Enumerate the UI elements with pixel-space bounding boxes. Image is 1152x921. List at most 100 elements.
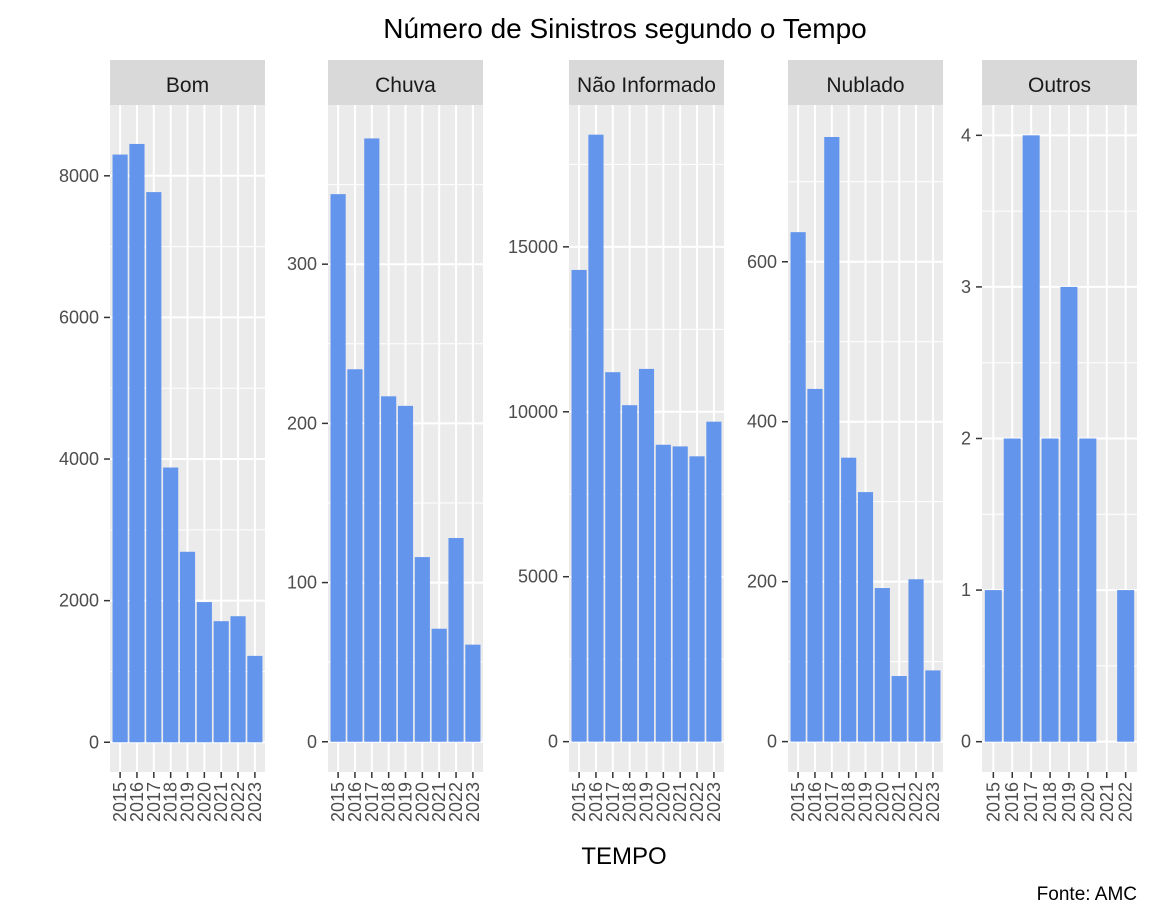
bar-nao-informado-2016 bbox=[588, 134, 604, 742]
bar-chuva-2017 bbox=[364, 138, 380, 742]
bar-chuva-2015 bbox=[330, 194, 346, 742]
bar-bom-2019 bbox=[179, 551, 196, 743]
x-tick-label: 2023 bbox=[463, 782, 483, 822]
bar-nao-informado-2021 bbox=[672, 446, 688, 742]
y-tick-label: 0 bbox=[548, 732, 558, 752]
strip-label-bom: Bom bbox=[166, 74, 209, 97]
bar-nao-informado-2018 bbox=[622, 405, 638, 742]
x-tick-label: 2018 bbox=[620, 782, 640, 822]
bar-nublado-2017 bbox=[824, 136, 840, 742]
bar-nublado-2015 bbox=[790, 232, 806, 742]
y-tick-label: 2 bbox=[961, 429, 971, 449]
x-tick-label: 2020 bbox=[412, 782, 432, 822]
strip-label-outros: Outros bbox=[1028, 74, 1091, 97]
bar-nublado-2021 bbox=[891, 676, 907, 742]
strip-label-nao-informado: Não Informado bbox=[577, 74, 716, 97]
bar-nao-informado-2017 bbox=[605, 372, 621, 742]
y-tick-label: 200 bbox=[287, 413, 317, 433]
bar-outros-2017 bbox=[1022, 135, 1040, 742]
strip-label-chuva: Chuva bbox=[375, 74, 436, 97]
bar-outros-2015 bbox=[984, 590, 1002, 742]
x-tick-label: 2017 bbox=[822, 782, 842, 822]
bar-nao-informado-2020 bbox=[655, 444, 671, 742]
x-tick-label: 2015 bbox=[569, 782, 589, 822]
y-tick-label: 5000 bbox=[518, 567, 558, 587]
y-tick-label: 2000 bbox=[59, 591, 99, 611]
strip-nao-informado bbox=[569, 60, 724, 105]
bar-chuva-2020 bbox=[414, 557, 430, 742]
y-tick-label: 8000 bbox=[59, 166, 99, 186]
bar-bom-2018 bbox=[163, 467, 179, 743]
facet-outros: Outros 0 1 2 3 4 20152016201720182019202020212… bbox=[961, 60, 1137, 822]
bar-chuva-2021 bbox=[431, 628, 447, 742]
bar-bom-2016 bbox=[129, 143, 145, 743]
x-tick-label: 2017 bbox=[603, 782, 623, 822]
facet-nublado: Nublado020040060020152016201720182019202… bbox=[747, 60, 943, 822]
y-tick-label: 0 bbox=[961, 732, 971, 752]
x-axis-title: TEMPO bbox=[581, 843, 666, 870]
x-tick-label: 2018 bbox=[161, 782, 181, 822]
y-tick-label: 400 bbox=[747, 412, 777, 432]
y-tick-label: 200 bbox=[747, 572, 777, 592]
bar-nao-informado-2015 bbox=[571, 269, 587, 742]
x-tick-label: 2017 bbox=[362, 782, 382, 822]
y-tick-label: 1 bbox=[961, 580, 971, 600]
x-tick-label: 2016 bbox=[345, 782, 365, 822]
x-tick-label: 2019 bbox=[1059, 782, 1079, 822]
x-tick-label: 2019 bbox=[856, 782, 876, 822]
bar-nublado-2019 bbox=[857, 492, 874, 742]
bar-nao-informado-2019 bbox=[638, 368, 655, 742]
y-tick-label: 600 bbox=[747, 252, 777, 272]
x-tick-label: 2015 bbox=[328, 782, 348, 822]
chart-title: Número de Sinistros segundo o Tempo bbox=[383, 13, 867, 44]
strip-nublado bbox=[788, 60, 943, 105]
bar-bom-2022 bbox=[230, 616, 246, 743]
x-tick-label: 2015 bbox=[788, 782, 808, 822]
caption: Fonte: AMC bbox=[1037, 884, 1137, 905]
bar-nublado-2016 bbox=[807, 388, 823, 742]
x-tick-label: 2018 bbox=[1040, 782, 1060, 822]
bar-outros-2022 bbox=[1117, 590, 1135, 742]
bar-outros-2016 bbox=[1003, 438, 1021, 742]
facet-nao-informado: Não Informado 0 5000 10000 15000 201520162017… bbox=[508, 60, 724, 822]
x-tick-label: 2022 bbox=[687, 782, 707, 822]
bar-nublado-2022 bbox=[908, 579, 924, 742]
strip-chuva bbox=[328, 60, 483, 105]
bar-nublado-2023 bbox=[925, 670, 941, 742]
facets: Bom0200040006000800020152016201720182019… bbox=[59, 60, 1137, 822]
bar-nublado-2018 bbox=[841, 457, 857, 742]
y-tick-label: 100 bbox=[287, 573, 317, 593]
bar-nao-informado-2022 bbox=[689, 456, 705, 742]
x-tick-label: 2018 bbox=[379, 782, 399, 822]
x-tick-label: 2021 bbox=[889, 782, 909, 822]
bar-nublado-2020 bbox=[874, 588, 890, 742]
x-tick-label: 2021 bbox=[670, 782, 690, 822]
y-tick-label: 4000 bbox=[59, 449, 99, 469]
facet-chuva: Chuva01002003002015201620172018201920202… bbox=[287, 60, 483, 822]
x-tick-label: 2015 bbox=[110, 782, 130, 822]
bar-chuva-2016 bbox=[347, 369, 363, 742]
bar-bom-2021 bbox=[213, 621, 229, 743]
x-tick-label: 2020 bbox=[872, 782, 892, 822]
x-tick-label: 2018 bbox=[839, 782, 859, 822]
bar-chuva-2019 bbox=[397, 405, 414, 742]
x-tick-label: 2016 bbox=[805, 782, 825, 822]
x-tick-label: 2023 bbox=[245, 782, 265, 822]
x-tick-label: 2016 bbox=[127, 782, 147, 822]
strip-outros bbox=[982, 60, 1137, 105]
x-tick-label: 2022 bbox=[446, 782, 466, 822]
x-tick-label: 2022 bbox=[906, 782, 926, 822]
x-tick-label: 2020 bbox=[653, 782, 673, 822]
bar-bom-2020 bbox=[196, 602, 212, 743]
x-tick-label: 2016 bbox=[1002, 782, 1022, 822]
facet-bom: Bom 0 2000 4000 6000 8000 20152016201720182019… bbox=[59, 60, 265, 822]
x-tick-label: 2022 bbox=[1116, 782, 1136, 822]
x-tick-label: 2017 bbox=[144, 782, 164, 822]
x-tick-label: 2017 bbox=[1021, 782, 1041, 822]
bar-outros-2019 bbox=[1060, 286, 1078, 742]
y-tick-label: 6000 bbox=[59, 307, 99, 327]
y-tick-label: 3 bbox=[961, 277, 971, 297]
y-tick-label: 0 bbox=[767, 732, 777, 752]
x-tick-label: 2019 bbox=[396, 782, 416, 822]
